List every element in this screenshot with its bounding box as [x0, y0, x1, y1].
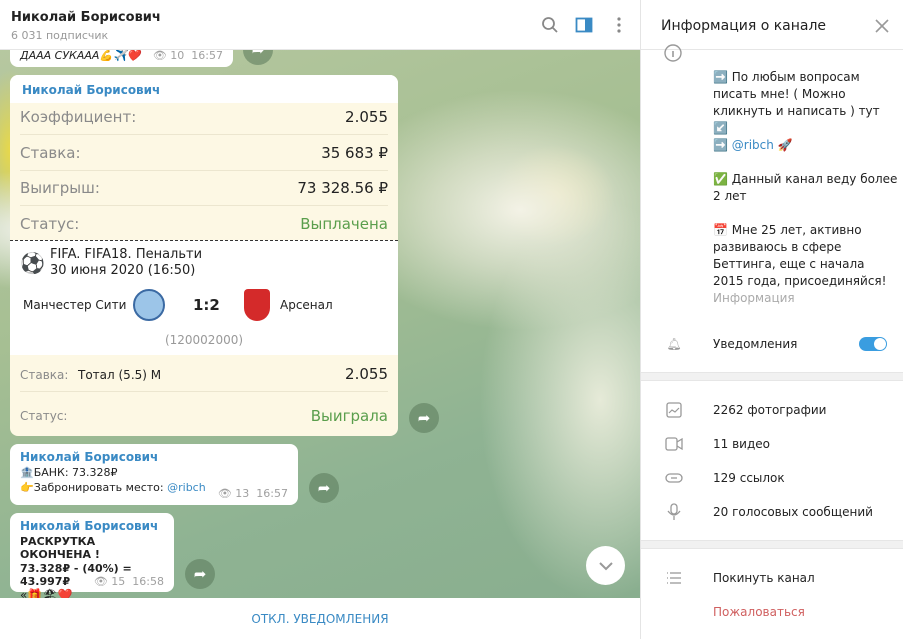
links-row[interactable]: 129 ссылок — [641, 463, 903, 493]
match-score: 1:2 — [193, 296, 220, 314]
mention-link[interactable]: @ribch — [731, 138, 774, 152]
link-icon — [665, 469, 683, 487]
list-icon — [665, 569, 683, 587]
message-bubble: Николай Борисович 🏦БАНК: 73.328₽ 👉Заброн… — [10, 444, 298, 505]
message-text: 73.328₽ - (40%) = 43.997₽ — [20, 562, 132, 588]
away-team: Арсенал — [280, 298, 333, 312]
scroll-down-button[interactable] — [586, 546, 625, 585]
panel-header: Информация о канале — [641, 0, 903, 50]
leave-channel-button[interactable]: Покинуть канал — [641, 563, 903, 593]
chat-header: Николай Борисович 6 031 подписчик — [0, 0, 640, 50]
message-author[interactable]: Николай Борисович — [20, 519, 159, 533]
subscriber-count: 6 031 подписчик — [11, 29, 109, 42]
event-code: (120002000) — [164, 333, 244, 347]
status-row: Статус: Выплачена — [20, 214, 388, 233]
sidebar-toggle-icon[interactable] — [575, 16, 593, 34]
videos-row[interactable]: 11 видео — [641, 429, 903, 459]
views-icon: 👁 — [152, 49, 167, 62]
more-vertical-icon[interactable] — [610, 16, 628, 34]
event-card: ⚽ FIFA. FIFA18. Пенальти 30 июня 2020 (1… — [10, 240, 398, 355]
channel-info-panel: Информация о канале ➡️ По любым вопросам… — [640, 0, 903, 639]
bell-icon: 🔔︎ — [666, 337, 682, 351]
panel-title: Информация о канале — [661, 18, 827, 34]
message-text: 🏦БАНК: 73.328₽ — [20, 466, 118, 479]
chevron-down-icon — [598, 561, 613, 570]
message-time: 16:58 — [132, 575, 164, 588]
search-icon[interactable] — [541, 16, 559, 34]
video-icon — [665, 435, 683, 453]
photos-row[interactable]: 2262 фотографии — [641, 395, 903, 425]
divider — [641, 540, 903, 549]
views-icon: 👁 — [93, 575, 108, 588]
view-count: 15 — [111, 575, 126, 588]
info-label: Информация — [713, 291, 795, 305]
event-date: 30 июня 2020 (16:50) — [50, 263, 196, 278]
home-team: Манчестер Сити — [23, 298, 127, 312]
microphone-icon — [665, 503, 683, 521]
message-text: РАСКРУТКА ОКОНЧЕНА ! — [20, 535, 100, 561]
forward-button[interactable]: ➦ — [185, 559, 215, 589]
voice-messages-row[interactable]: 20 голосовых сообщений — [641, 497, 903, 527]
bet-slip-message: Николай Борисович Коэффициент: 2.055 Став… — [10, 75, 398, 436]
bet-row: Ставка: Тотал (5.5) М 2.055 — [20, 357, 388, 392]
notifications-row[interactable]: 🔔︎ Уведомления — [641, 329, 903, 359]
winnings-row: Выигрыш: 73 328.56 ₽ — [20, 171, 388, 206]
channel-description: ➡️ По любым вопросам писать мне! ( Можно… — [713, 70, 898, 305]
message-time: 16:57 — [256, 487, 288, 500]
message-bubble: Николай Борисович РАСКРУТКА ОКОНЧЕНА ! 7… — [10, 513, 174, 602]
message-text: 👉Забронировать место: — [20, 481, 168, 494]
report-button[interactable]: Пожаловаться — [713, 605, 805, 619]
event-title: FIFA. FIFA18. Пенальти — [50, 247, 203, 262]
views-icon: 👁 — [217, 487, 232, 500]
mute-notifications-button[interactable]: ОТКЛ. УВЕДОМЛЕНИЯ — [0, 598, 640, 639]
coefficient-row: Коэффициент: 2.055 — [20, 100, 388, 135]
message-text: ДААА СУКААА💪✈️❤️ — [20, 49, 141, 62]
forward-button[interactable]: ➦ — [409, 403, 439, 433]
stake-row: Ставка: 35 683 ₽ — [20, 136, 388, 171]
mention-link[interactable]: @ribch — [167, 481, 206, 494]
view-count: 10 — [170, 49, 185, 62]
result-status-row: Статус: Выиграла — [20, 406, 388, 425]
message-author[interactable]: Николай Борисович — [20, 450, 159, 464]
soccer-gamepad-icon: ⚽ — [20, 251, 45, 275]
divider — [641, 372, 903, 381]
forward-button[interactable]: ➦ — [309, 473, 339, 503]
channel-title[interactable]: Николай Борисович — [11, 10, 161, 25]
chat-area: Николай Борисович 6 031 подписчик ДААА С… — [0, 0, 640, 639]
manchester-city-crest-icon — [133, 289, 165, 321]
info-icon — [664, 44, 682, 62]
notifications-toggle[interactable] — [859, 337, 887, 351]
close-icon[interactable] — [875, 19, 889, 33]
view-count: 13 — [235, 487, 250, 500]
arsenal-crest-icon — [244, 289, 270, 321]
message-author[interactable]: Николай Борисович — [22, 83, 161, 97]
message-time: 16:57 — [191, 49, 223, 62]
photo-icon — [665, 401, 683, 419]
